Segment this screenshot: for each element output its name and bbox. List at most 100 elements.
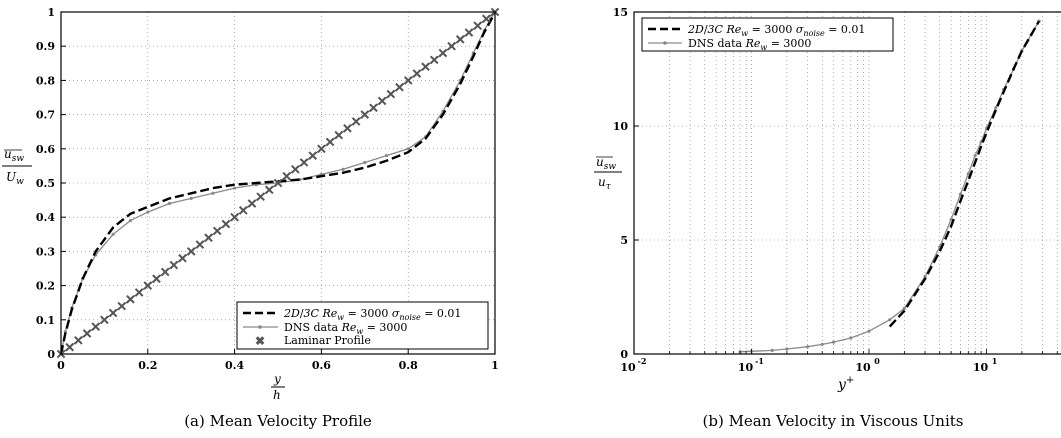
a-legend-label-model: 2D/3C Rew = 3000 σnoise = 0.01 xyxy=(283,307,461,322)
a-series-laminar-marker xyxy=(247,199,257,208)
a-xtick-label: 0.6 xyxy=(312,359,331,372)
a-ytick-label: 0.1 xyxy=(36,314,55,327)
a-ytick-label: 0.6 xyxy=(36,143,55,156)
b-series-dns-point xyxy=(820,342,824,347)
a-series-laminar-marker xyxy=(65,342,74,352)
a-series-laminar-marker xyxy=(212,226,222,236)
a-series-laminar-marker xyxy=(386,89,396,99)
b-series-dns-point xyxy=(832,340,836,344)
a-series-dns-point xyxy=(233,186,237,190)
b-legend-swatch-dns-dot xyxy=(663,41,667,45)
a-xtick-label: 0 xyxy=(57,359,65,372)
a-xtick-label: 0.8 xyxy=(399,359,418,372)
a-ytick-label: 0.5 xyxy=(36,177,55,190)
a-series-laminar-marker xyxy=(117,301,127,311)
a-series-laminar-marker xyxy=(204,233,213,243)
a-series-laminar-marker xyxy=(195,240,205,249)
b-series xyxy=(738,19,1041,354)
a-series-laminar-marker xyxy=(186,247,196,256)
a-series-laminar-marker xyxy=(221,219,231,229)
a-series-laminar-marker xyxy=(412,69,422,78)
a-xlabel-den: h xyxy=(273,388,281,402)
b-xtick-label: 10 xyxy=(620,361,636,374)
b-xtick-exponent: -1 xyxy=(755,356,764,366)
a-series-laminar-marker xyxy=(230,212,239,222)
a-series xyxy=(56,7,500,359)
a-ytick-label: 0.9 xyxy=(36,40,55,53)
a-caption: (a) Mean Velocity Profile xyxy=(184,412,372,430)
a-series-laminar-marker xyxy=(351,117,361,126)
a-series-laminar-marker xyxy=(169,260,179,270)
b-series-dns-point xyxy=(849,336,853,340)
b-legend-box xyxy=(641,17,894,52)
a-series-laminar-marker xyxy=(299,158,309,167)
a-series-laminar-marker xyxy=(455,35,465,44)
a-ytick-label: 0 xyxy=(47,348,55,361)
b-series-dns-point xyxy=(958,192,963,196)
a-series-laminar-marker xyxy=(178,253,187,263)
b-legend-label-dns: DNS data Rew = 3000 xyxy=(688,37,811,52)
a-series-laminar-marker xyxy=(308,151,318,160)
b-caption: (b) Mean Velocity in Viscous Units xyxy=(703,412,964,430)
a-series-dns-point xyxy=(211,191,215,195)
a-series-laminar-marker xyxy=(438,48,448,58)
a-series-laminar-marker xyxy=(482,14,491,24)
b-series-dns-point xyxy=(994,106,998,110)
b-ytick-label: 0 xyxy=(620,348,628,361)
a-ytick-label: 0.3 xyxy=(36,245,55,258)
a-series-laminar-marker xyxy=(291,165,300,174)
b-series-dns-point xyxy=(785,347,789,351)
a-series-laminar-marker xyxy=(403,76,413,85)
a-series-dns-point xyxy=(146,210,150,214)
a-xtick-label: 0.4 xyxy=(225,359,244,372)
a-series-laminar-marker xyxy=(74,336,83,345)
b-ytick-label: 10 xyxy=(613,120,629,133)
b-ytick-label: 5 xyxy=(620,234,628,247)
a-legend-label-dns: DNS data Rew = 3000 xyxy=(284,321,407,336)
a-series-laminar-marker xyxy=(421,62,430,72)
a-series-laminar-marker xyxy=(82,329,92,338)
a-series-model-line xyxy=(59,11,497,355)
a-series-laminar-marker xyxy=(256,192,265,201)
a-series-laminar-marker xyxy=(377,96,387,106)
b-legend-label-model: 2D/3C Rew = 3000 σnoise = 0.01 xyxy=(687,23,865,38)
b-series-model-line xyxy=(888,20,1041,328)
a-legend-swatch-dns-dot xyxy=(258,325,262,329)
a-series-laminar-marker xyxy=(317,144,326,154)
a-ytick-label: 1 xyxy=(47,6,55,19)
a-series-laminar-marker xyxy=(126,294,135,304)
a-ytick-label: 0.8 xyxy=(36,74,55,87)
a-series-dns-point xyxy=(189,196,193,200)
b-xtick-exponent: 0 xyxy=(874,356,880,366)
a-series-dns-point xyxy=(406,147,410,151)
b-series-dns-point xyxy=(923,274,927,279)
a-series-laminar-marker xyxy=(325,137,335,147)
a-series-laminar-marker xyxy=(143,281,153,290)
a-series-dns-point xyxy=(384,154,389,158)
a-series-laminar-marker xyxy=(265,185,274,195)
b-series-dns-point xyxy=(966,172,970,176)
a-legend-swatch-laminar: ✖ xyxy=(255,334,265,348)
a-series-laminar-marker xyxy=(273,178,283,188)
a-series-laminar-marker xyxy=(282,171,291,181)
a-series-dns-point xyxy=(128,219,133,223)
a-series-laminar-marker xyxy=(429,55,439,65)
b-xtick-exponent: -2 xyxy=(638,356,647,366)
a-series-laminar-marker xyxy=(473,21,482,30)
b-series-dns-point xyxy=(770,348,774,352)
a-ytick-label: 0.4 xyxy=(36,211,55,224)
a-xtick-label: 0.2 xyxy=(138,359,157,372)
b-xtick-label: 10 xyxy=(855,361,871,374)
a-xlabel-num: y xyxy=(273,372,281,386)
a-ticks: 0 0.2 0.4 0.6 0.8 1 0 0.1 0.2 0.3 0.4 0.5 0.6 0.7 0.8 0… xyxy=(36,6,499,372)
a-legend: 2D/3C Rew = 3000 σnoise = 0.01 DNS data … xyxy=(236,301,489,350)
b-xtick-label: 10 xyxy=(973,361,989,374)
b-series-dns-point xyxy=(973,154,977,158)
b-series-dns-point xyxy=(888,318,892,322)
b-xtick-label: 10 xyxy=(738,361,754,374)
